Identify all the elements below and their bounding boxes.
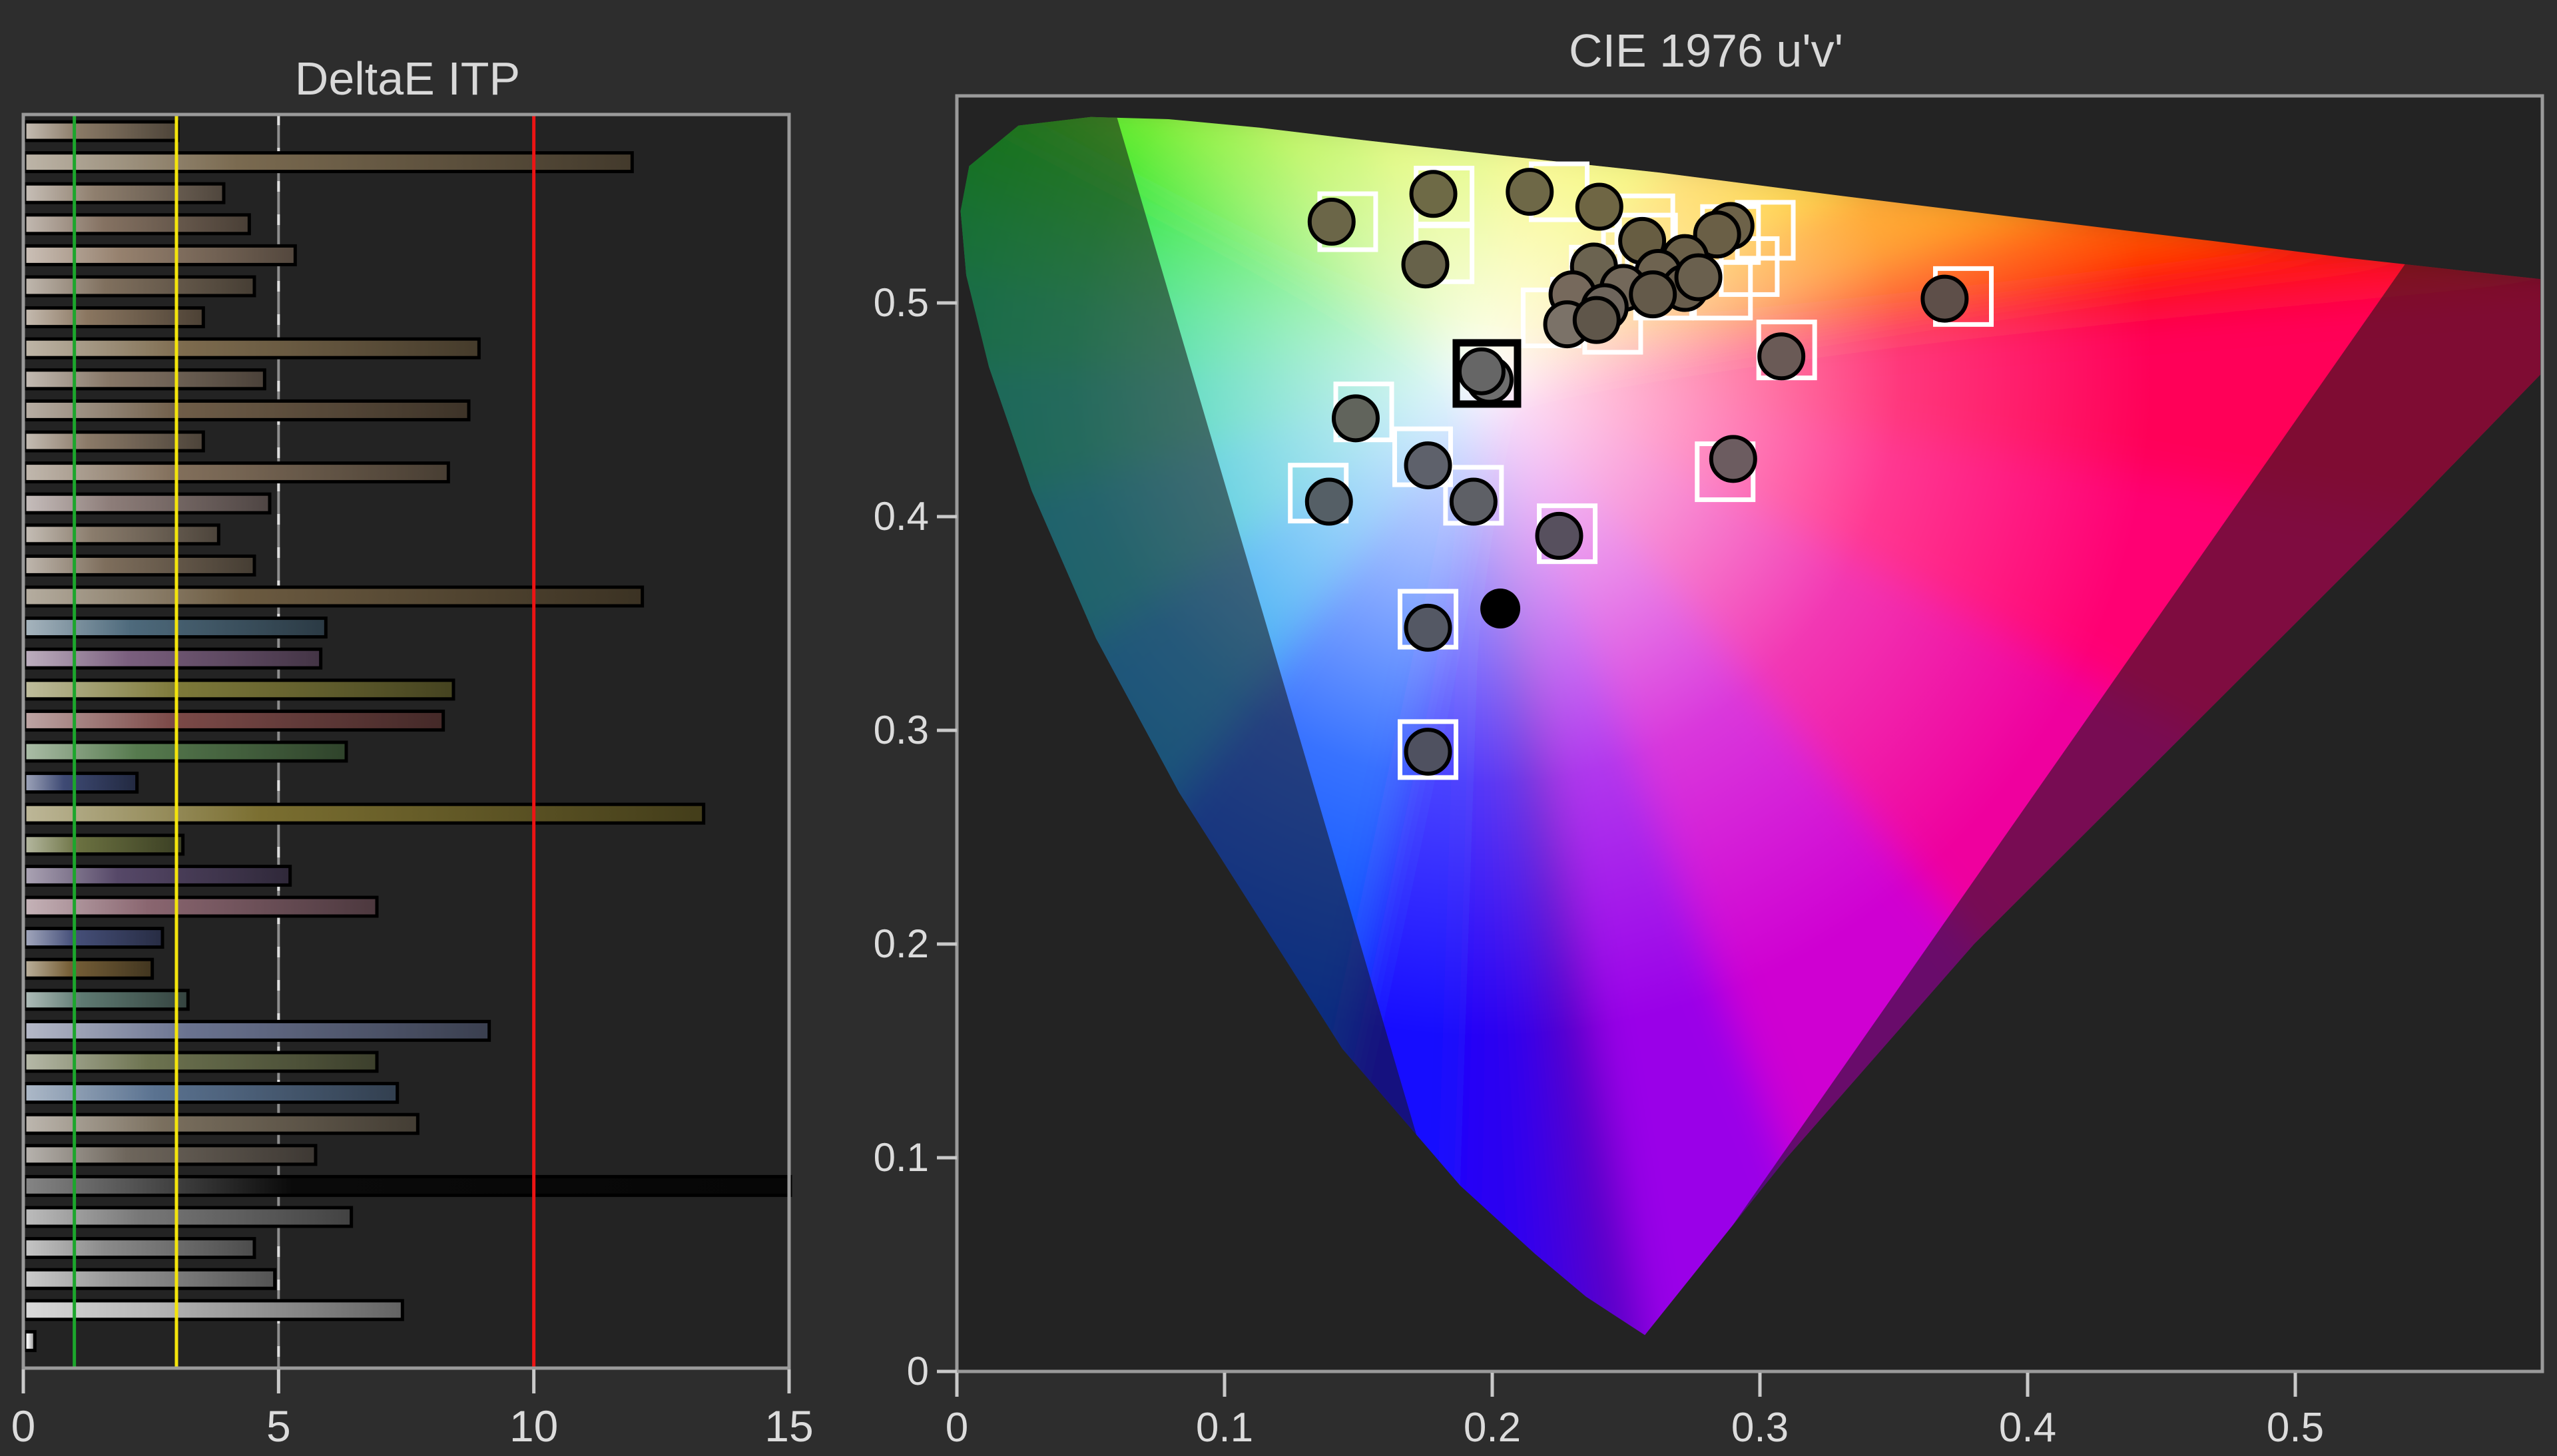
x-tick-label: 0.4 — [1999, 1405, 2056, 1451]
x-tick-label: 0.1 — [1196, 1405, 1253, 1451]
deltae-chart-title: DeltaE ITP — [295, 53, 520, 105]
deltae-bar — [23, 1237, 256, 1260]
deltae-bar — [23, 1051, 379, 1073]
x-tick-label: 15 — [764, 1401, 813, 1451]
deltae-bar — [23, 709, 445, 732]
measured-point — [1674, 253, 1723, 302]
measured-point — [1572, 296, 1621, 344]
cie-plot-border — [955, 94, 2544, 1373]
deltae-bar — [23, 430, 205, 453]
deltae-bar — [23, 1112, 420, 1135]
y-tick-label: 0.4 — [874, 494, 929, 539]
cie-1976-diagram: 0 0.1 0.2 0.3 0.4 0.5 0 0.1 0.2 0.3 0.4 0.5 — [874, 94, 2544, 1451]
x-tick-label: 0.3 — [1731, 1405, 1789, 1451]
measured-point — [1307, 198, 1356, 246]
y-tick-label: 0.1 — [874, 1135, 929, 1180]
measured-point — [1404, 603, 1452, 652]
x-tick-label: 5 — [266, 1401, 291, 1451]
deltae-bar — [23, 399, 471, 421]
y-tick-label: 0.3 — [874, 708, 929, 752]
deltae-bar — [23, 120, 180, 142]
measured-point — [1304, 477, 1353, 526]
deltae-bar — [23, 368, 266, 391]
measured-point — [1757, 332, 1806, 381]
deltae-bar — [23, 1144, 318, 1166]
deltae-bar — [23, 182, 226, 204]
deltae-bar — [23, 678, 455, 701]
x-tick-label: 0 — [11, 1401, 36, 1451]
x-tick-label: 0.5 — [2267, 1405, 2324, 1451]
deltae-bar — [23, 927, 164, 949]
deltae-bar — [23, 834, 185, 856]
deltae-bar — [23, 864, 292, 887]
deltae-bar — [23, 275, 256, 298]
deltae-bar — [23, 1019, 491, 1042]
x-tick-label: 0.2 — [1464, 1405, 1521, 1451]
deltae-bar — [23, 989, 190, 1011]
deltae-bar — [23, 1299, 404, 1322]
measured-point — [1535, 511, 1583, 560]
measured-point — [1404, 441, 1452, 489]
y-tick-label: 0.2 — [874, 921, 929, 966]
y-tick-label: 0 — [907, 1349, 929, 1393]
y-tick-label: 0.5 — [874, 280, 929, 325]
deltae-bar — [23, 895, 379, 918]
deltae-bar-chart: 0 5 10 15 — [11, 113, 814, 1451]
black-sample-dot — [1480, 589, 1521, 629]
x-tick-label: 0 — [946, 1405, 968, 1451]
deltae-bar — [23, 1268, 277, 1290]
measured-point — [1709, 435, 1757, 483]
measured-point — [1409, 170, 1458, 218]
deltae-bar — [23, 585, 645, 608]
measured-point — [1920, 274, 1969, 323]
deltae-bar — [23, 337, 481, 360]
deltae-bar — [23, 1082, 400, 1104]
measured-point — [1457, 347, 1506, 395]
measured-point — [1404, 728, 1452, 776]
measured-point — [1401, 240, 1450, 289]
deltae-bar — [23, 523, 220, 546]
deltae-bar — [23, 1174, 792, 1197]
measured-point — [1693, 210, 1741, 259]
deltae-bar — [23, 802, 706, 825]
deltae-bar — [23, 213, 251, 236]
measured-point — [1506, 168, 1554, 216]
deltae-bar — [23, 554, 256, 577]
cie-chart-title: CIE 1976 u'v' — [1569, 25, 1843, 77]
measured-point — [1331, 394, 1380, 443]
deltae-bar — [23, 492, 272, 515]
white-point-square — [1452, 339, 1522, 408]
deltae-bar — [23, 647, 323, 670]
measured-point — [1575, 182, 1623, 231]
deltae-bar — [23, 772, 139, 794]
deltae-bar — [23, 244, 297, 266]
deltae-bar — [23, 151, 634, 174]
deltae-bar — [23, 306, 205, 329]
deltae-bar — [23, 740, 348, 763]
deltae-plot-border — [21, 113, 791, 1370]
x-tick-label: 10 — [509, 1401, 558, 1451]
measured-point — [1449, 477, 1498, 526]
deltae-bar — [23, 461, 450, 484]
deltae-bar — [23, 957, 154, 980]
deltae-bar — [23, 1330, 37, 1352]
measured-point — [1629, 270, 1677, 319]
target-square — [1398, 719, 1459, 780]
